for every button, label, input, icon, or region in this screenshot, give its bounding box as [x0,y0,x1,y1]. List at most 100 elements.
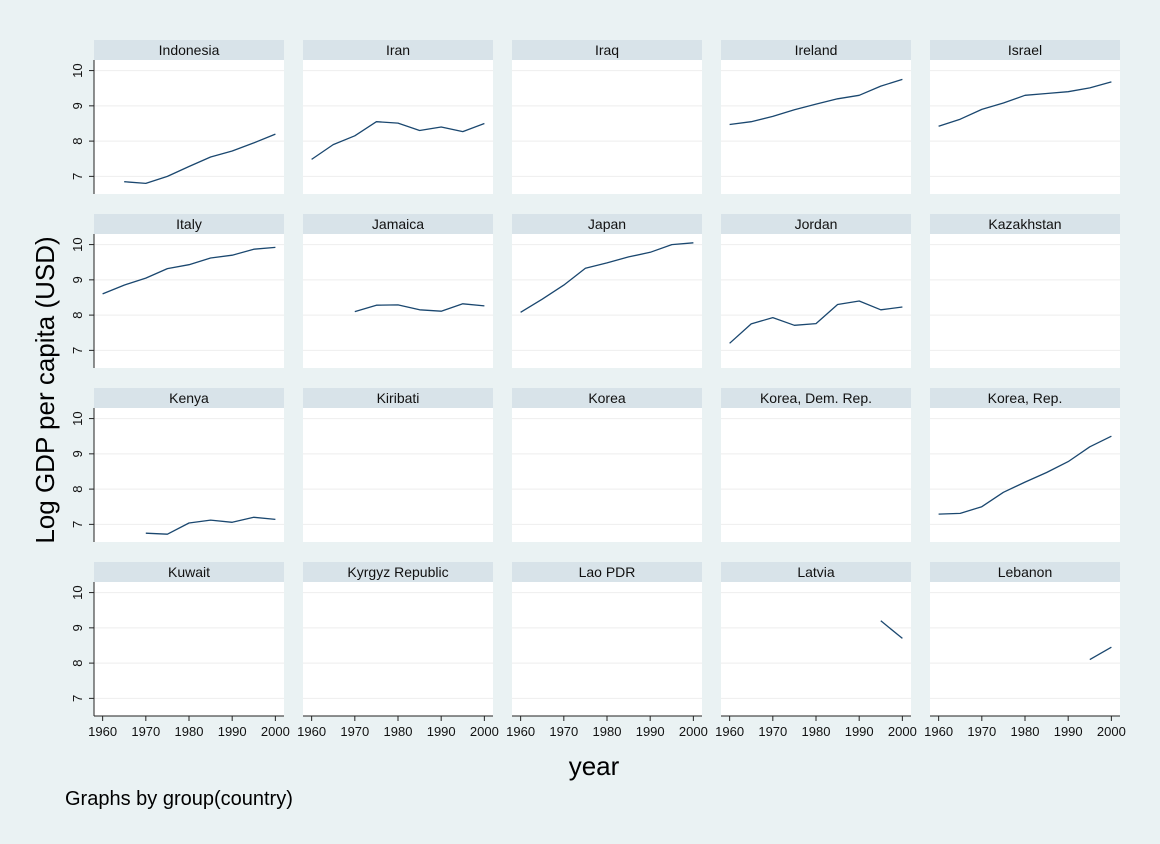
panel-title: Kenya [169,390,209,406]
panel-kiribati: Kiribati [303,388,493,542]
graph-note: Graphs by group(country) [65,788,293,810]
plot-area [721,582,911,716]
series-line-israel [938,81,1112,127]
panel-title: Italy [176,216,202,232]
x-tick-label: 1980 [175,724,204,739]
series-line-kenya [145,516,276,535]
plot-area [303,408,493,542]
panel-jordan: Jordan [721,214,911,368]
x-tick-label: 1990 [636,724,665,739]
y-tick-label: 7 [70,347,85,354]
panel-iraq: Iraq [512,40,702,194]
x-tick-label: 2000 [470,724,499,739]
panel-header [930,562,1120,582]
x-tick-label: 1970 [967,724,996,739]
panel-title: Korea, Rep. [988,390,1063,406]
x-tick-label: 2000 [679,724,708,739]
series-line-latvia [880,620,903,639]
panel-indonesia: Indonesia 7 8 9 10 [70,40,284,194]
x-tick-label: 1960 [88,724,117,739]
series-line-iran [311,121,485,160]
panel-header [94,214,284,234]
panel-title: Kyrgyz Republic [347,564,448,580]
panel-header [721,214,911,234]
panel-kenya: Kenya 7 8 9 10 [70,388,284,542]
panel-header [303,214,493,234]
y-tick-label: 10 [70,585,85,599]
panel-header [512,40,702,60]
y-axis-title: Log GDP per capita (USD) [30,236,60,543]
panel-header [512,562,702,582]
plot-area [721,60,911,194]
plot-area [303,234,493,368]
plot-area [94,582,284,716]
panel-kazakhstan: Kazakhstan [930,214,1120,368]
panel-header [930,40,1120,60]
series-line-japan [520,242,694,313]
panel-title: Korea [588,390,626,406]
panel-title: Iraq [595,42,619,58]
panel-korea: Korea [512,388,702,542]
x-tick-label: 1970 [549,724,578,739]
panel-header [721,562,911,582]
panels: Indonesia 7 8 9 10 Iran Iraq Ireland Israel Italy… [70,40,1126,739]
panel-title: Latvia [797,564,835,580]
x-tick-label: 1980 [1011,724,1040,739]
x-tick-label: 2000 [1097,724,1126,739]
x-tick-label: 1980 [802,724,831,739]
x-tick-label: 1960 [715,724,744,739]
x-tick-label: 1960 [506,724,535,739]
y-tick-label: 10 [70,411,85,425]
plot-area [512,234,702,368]
x-tick-label: 1990 [427,724,456,739]
series-line-indonesia [124,133,276,185]
y-tick-label: 9 [70,450,85,457]
panel-korea-dem-rep: Korea, Dem. Rep. [721,388,911,542]
x-tick-label: 1970 [758,724,787,739]
panel-title: Iran [386,42,410,58]
y-tick-label: 8 [70,659,85,666]
x-tick-label: 1980 [593,724,622,739]
plot-area [512,60,702,194]
y-tick-label: 9 [70,102,85,109]
panel-iran: Iran [303,40,493,194]
x-tick-label: 1990 [1054,724,1083,739]
x-tick-label: 1970 [131,724,160,739]
panel-title: Lebanon [998,564,1053,580]
plot-area [303,582,493,716]
panel-korea-rep: Korea, Rep. [930,388,1120,542]
plot-area [721,234,911,368]
y-tick-label: 8 [70,137,85,144]
x-axis-title: year [569,751,620,781]
plot-area [512,408,702,542]
panel-header [94,562,284,582]
panel-kyrgyz-republic: Kyrgyz Republic 1960 1970 1980 1990 2000 [297,562,499,739]
y-tick-label: 7 [70,173,85,180]
plot-area [930,408,1120,542]
series-line-italy [102,246,276,295]
x-tick-label: 2000 [888,724,917,739]
panel-israel: Israel [930,40,1120,194]
panel-latvia: Latvia 1960 1970 1980 1990 2000 [715,562,917,739]
panel-header [303,388,493,408]
y-tick-label: 7 [70,695,85,702]
plot-area [930,234,1120,368]
panel-title: Kazakhstan [988,216,1061,232]
x-tick-label: 1970 [340,724,369,739]
plot-area [94,234,284,368]
panel-header [721,40,911,60]
plot-area [94,60,284,194]
panel-title: Kuwait [168,564,210,580]
panel-title: Jamaica [372,216,424,232]
panel-title: Japan [588,216,626,232]
panel-header [512,214,702,234]
panel-header [303,40,493,60]
panel-header [94,388,284,408]
series-line-ireland [729,78,903,126]
panel-title: Kiribati [377,390,420,406]
series-line-lebanon [1089,646,1112,661]
panel-japan: Japan [512,214,702,368]
panel-title: Israel [1008,42,1042,58]
y-tick-label: 8 [70,485,85,492]
